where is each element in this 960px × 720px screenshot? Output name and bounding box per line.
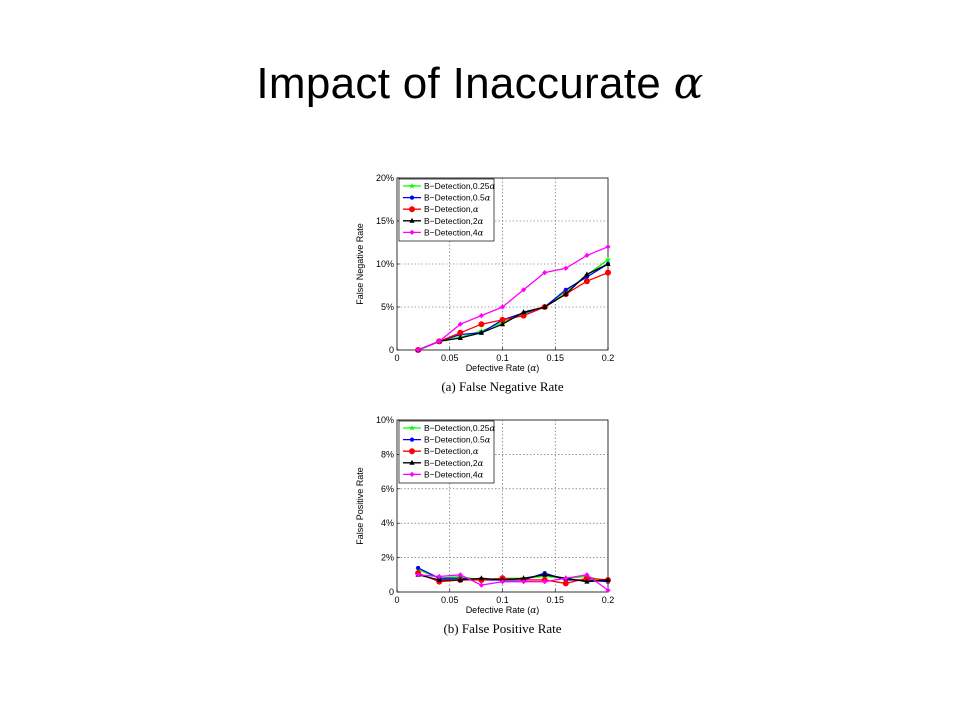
data-point bbox=[563, 291, 569, 297]
x-tick-label: 0.05 bbox=[441, 595, 459, 605]
data-point bbox=[478, 321, 485, 328]
legend-marker bbox=[409, 206, 416, 213]
data-point bbox=[436, 576, 442, 582]
x-tick-label: 0.15 bbox=[546, 353, 564, 363]
series-line bbox=[418, 574, 609, 591]
y-tick-label: 2% bbox=[381, 553, 394, 563]
legend-marker bbox=[409, 471, 415, 477]
legend: B−Detection,0.25αB−Detection,0.5αB−Detec… bbox=[398, 178, 495, 242]
legend: B−Detection,0.25αB−Detection,0.5αB−Detec… bbox=[398, 420, 495, 484]
data-point bbox=[604, 269, 611, 276]
data-point bbox=[605, 261, 611, 266]
data-point bbox=[605, 576, 611, 582]
data-point bbox=[499, 321, 506, 327]
slide-title-text: Impact of Inaccurate bbox=[256, 59, 674, 108]
legend-label: B−Detection,4α bbox=[424, 227, 484, 238]
data-point bbox=[563, 287, 568, 292]
y-tick-label: 5% bbox=[381, 302, 394, 312]
legend-marker bbox=[408, 182, 416, 189]
data-point bbox=[562, 580, 569, 587]
data-point bbox=[521, 309, 527, 315]
series-line bbox=[417, 574, 609, 583]
data-point bbox=[605, 244, 611, 250]
chart-caption: (a) False Negative Rate bbox=[441, 379, 564, 394]
y-tick-label: 20% bbox=[376, 173, 394, 183]
data-point bbox=[415, 347, 421, 353]
y-tick-label: 15% bbox=[376, 216, 394, 226]
x-tick-label: 0.2 bbox=[602, 353, 615, 363]
legend-label: B−Detection,0.5α bbox=[424, 193, 491, 204]
data-point bbox=[542, 304, 548, 309]
legend-label: B−Detection,α bbox=[424, 204, 479, 215]
series-line bbox=[417, 569, 609, 583]
y-axis-label: False Positive Rate bbox=[355, 467, 365, 545]
chart-caption: (b) False Positive Rate bbox=[443, 621, 561, 636]
data-point bbox=[542, 571, 548, 577]
x-axis-label: Defective Rate (α) bbox=[466, 605, 540, 616]
y-tick-label: 0 bbox=[389, 587, 394, 597]
y-tick-label: 0 bbox=[389, 345, 394, 355]
data-point bbox=[584, 271, 590, 277]
data-point bbox=[605, 587, 611, 593]
slide-title-alpha-symbol: α bbox=[673, 58, 704, 109]
data-point bbox=[457, 576, 463, 582]
x-axis-label: Defective Rate (α) bbox=[466, 363, 540, 374]
y-tick-label: 6% bbox=[381, 484, 394, 494]
legend-marker bbox=[409, 459, 415, 465]
legend-label: B−Detection,α bbox=[424, 446, 479, 457]
data-point bbox=[478, 575, 484, 581]
legend-marker bbox=[409, 195, 415, 200]
legend-label: B−Detection,0.25α bbox=[424, 181, 495, 192]
x-tick-label: 0.15 bbox=[546, 595, 564, 605]
y-tick-label: 10% bbox=[376, 415, 394, 425]
data-point bbox=[457, 334, 463, 340]
legend-marker bbox=[409, 437, 415, 442]
y-axis-label: False Negative Rate bbox=[355, 223, 365, 305]
slide-title: Impact of Inaccurate α bbox=[0, 58, 960, 109]
legend-marker bbox=[408, 424, 416, 431]
data-point bbox=[521, 575, 527, 581]
x-tick-label: 0.05 bbox=[441, 353, 459, 363]
x-tick-label: 0.1 bbox=[496, 353, 509, 363]
x-tick-label: 0.1 bbox=[496, 595, 509, 605]
y-tick-label: 4% bbox=[381, 518, 394, 528]
data-point bbox=[499, 579, 506, 585]
data-point bbox=[457, 329, 464, 336]
legend-label: B−Detection,2α bbox=[424, 216, 484, 227]
legend-label: B−Detection,0.5α bbox=[424, 435, 491, 446]
data-point bbox=[416, 565, 421, 571]
legend-marker bbox=[409, 217, 415, 223]
series-line bbox=[417, 263, 609, 351]
data-point bbox=[604, 256, 612, 263]
legend-marker bbox=[409, 448, 416, 455]
x-tick-label: 0 bbox=[394, 353, 399, 363]
legend-marker bbox=[409, 229, 415, 235]
data-point bbox=[478, 329, 484, 335]
false-negative-rate-chart: 0 0.05 0.1 0.15 0.2 0 5% 10% 15% 20% Defective Rat… bbox=[355, 173, 615, 394]
data-point bbox=[584, 578, 590, 584]
y-tick-label: 8% bbox=[381, 449, 394, 459]
series-line bbox=[417, 246, 609, 351]
legend-label: B−Detection,4α bbox=[424, 469, 484, 480]
x-tick-label: 0 bbox=[394, 595, 399, 605]
y-tick-label: 10% bbox=[376, 259, 394, 269]
x-tick-label: 0.2 bbox=[602, 595, 615, 605]
false-positive-rate-chart: 0 0.05 0.1 0.15 0.2 0 2% 4% 6% 8% 10% Defective Rat… bbox=[355, 415, 615, 636]
legend-label: B−Detection,0.25α bbox=[424, 423, 495, 434]
legend-label: B−Detection,2α bbox=[424, 458, 484, 469]
data-point bbox=[583, 278, 590, 285]
data-point bbox=[499, 304, 506, 310]
